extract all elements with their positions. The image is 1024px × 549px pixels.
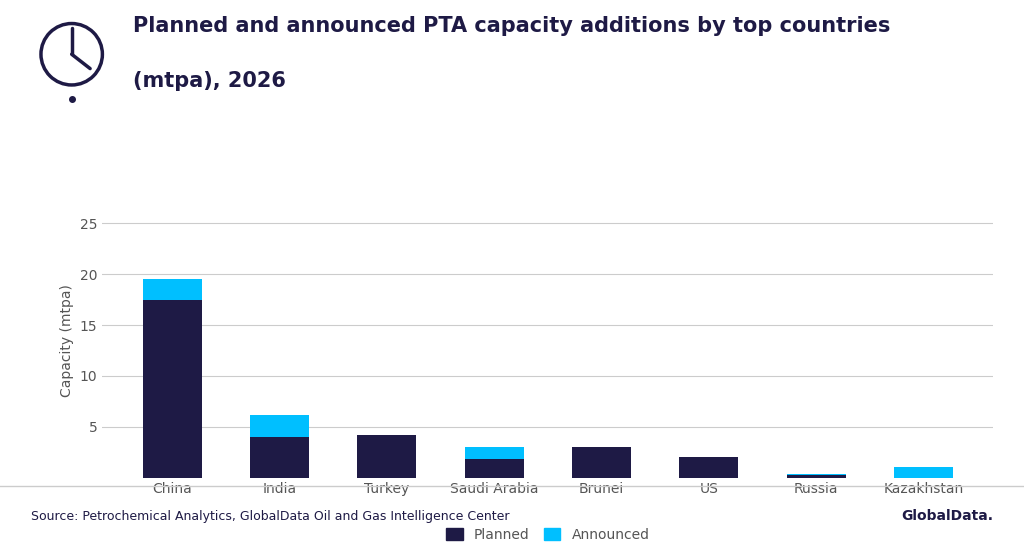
Text: (mtpa), 2026: (mtpa), 2026 (133, 71, 286, 91)
Bar (357, 435, 417, 478)
Text: GlobalData.: GlobalData. (901, 509, 993, 523)
Bar (143, 279, 202, 300)
Bar (572, 447, 631, 478)
Bar (465, 460, 523, 478)
Y-axis label: Capacity (mtpa): Capacity (mtpa) (60, 284, 75, 397)
Bar (894, 467, 952, 478)
Bar (465, 447, 523, 460)
Bar (679, 457, 738, 478)
Bar (250, 437, 309, 478)
Legend: Planned, Announced: Planned, Announced (440, 523, 655, 547)
Text: Source: Petrochemical Analytics, GlobalData Oil and Gas Intelligence Center: Source: Petrochemical Analytics, GlobalD… (31, 509, 509, 523)
Bar (786, 474, 846, 478)
Bar (143, 300, 202, 478)
Bar (250, 414, 309, 437)
Text: Planned and announced PTA capacity additions by top countries: Planned and announced PTA capacity addit… (133, 16, 891, 36)
